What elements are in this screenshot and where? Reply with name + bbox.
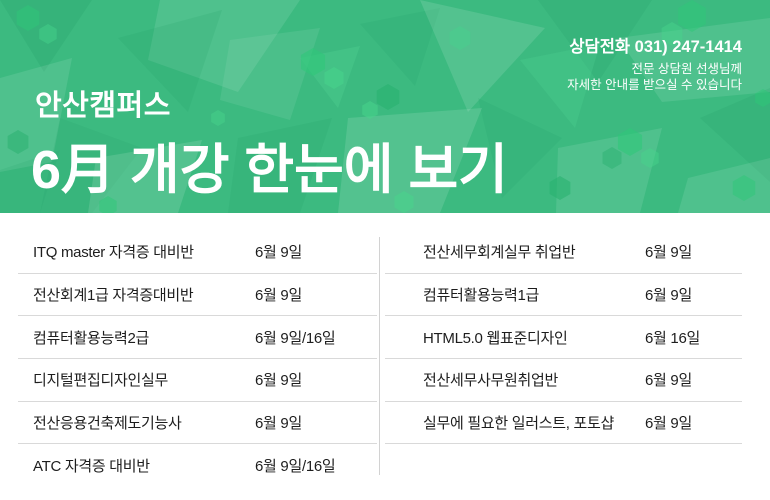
start-date: 6월 9일: [645, 415, 692, 433]
course-row: 전산회계1급 자격증대비반 6월 9일: [18, 274, 377, 317]
course-row: 전산세무사무원취업반 6월 9일: [385, 359, 742, 402]
start-date: 6월 9일: [645, 287, 692, 305]
course-row: 디지털편집디자인실무 6월 9일: [18, 359, 377, 402]
course-name: 디지털편집디자인실무: [33, 372, 169, 390]
course-row: 전산세무회계실무 취업반 6월 9일: [385, 231, 742, 274]
course-row: 전산응용건축제도기능사 6월 9일: [18, 402, 377, 445]
consultation-phone-number: 상담전화 031) 247-1414: [569, 38, 742, 56]
campus-name: 안산캠퍼스: [35, 90, 171, 122]
course-name: ATC 자격증 대비반: [33, 458, 150, 476]
course-name: 실무에 필요한 일러스트, 포토샵: [423, 415, 614, 433]
course-row-empty: [385, 444, 742, 487]
course-name: 전산세무회계실무 취업반: [423, 244, 576, 262]
schedule-column-left: ITQ master 자격증 대비반 6월 9일 전산회계1급 자격증대비반 6…: [0, 231, 385, 487]
consultation-info-line2: 자세한 안내를 받으실 수 있습니다: [567, 77, 742, 92]
course-name: 컴퓨터활용능력1급: [423, 287, 540, 305]
page-title: 6月 개강 한눈에 보기: [31, 140, 508, 200]
course-row: ITQ master 자격증 대비반 6월 9일: [18, 231, 377, 274]
course-name: 전산회계1급 자격증대비반: [33, 287, 194, 305]
geometric-pattern-background: [0, 0, 770, 213]
consultation-info-text: 전문 상담원 선생님께 자세한 안내를 받으실 수 있습니다: [567, 62, 742, 93]
course-name: 컴퓨터활용능력2급: [33, 329, 150, 347]
course-row: 컴퓨터활용능력2급 6월 9일/16일: [18, 316, 377, 360]
start-date: 6월 16일: [645, 329, 700, 347]
column-divider: [379, 237, 380, 475]
start-date: 6월 9일: [255, 372, 302, 390]
header-banner: 상담전화 031) 247-1414 전문 상담원 선생님께 자세한 안내를 받…: [0, 0, 770, 213]
course-name: ITQ master 자격증 대비반: [33, 244, 194, 262]
course-row: ATC 자격증 대비반 6월 9일/16일: [18, 444, 377, 487]
consultation-info-line1: 전문 상담원 선생님께: [631, 62, 742, 76]
course-row: 실무에 필요한 일러스트, 포토샵 6월 9일: [385, 402, 742, 445]
start-date: 6월 9일: [255, 415, 302, 433]
start-date: 6월 9일: [255, 287, 302, 305]
start-date: 6월 9일/16일: [255, 329, 336, 347]
schedule-column-right: 전산세무회계실무 취업반 6월 9일 컴퓨터활용능력1급 6월 9일 HTML5…: [385, 231, 770, 487]
course-row: 컴퓨터활용능력1급 6월 9일: [385, 274, 742, 317]
course-name: HTML5.0 웹표준디자인: [423, 329, 568, 347]
start-date: 6월 9일: [255, 244, 302, 262]
course-name: 전산세무사무원취업반: [423, 372, 559, 390]
course-schedule-table: ITQ master 자격증 대비반 6월 9일 전산회계1급 자격증대비반 6…: [0, 231, 770, 487]
start-date: 6월 9일: [645, 244, 692, 262]
course-name: 전산응용건축제도기능사: [33, 415, 182, 433]
start-date: 6월 9일: [645, 372, 692, 390]
course-row: HTML5.0 웹표준디자인 6월 16일: [385, 316, 742, 360]
start-date: 6월 9일/16일: [255, 458, 336, 476]
